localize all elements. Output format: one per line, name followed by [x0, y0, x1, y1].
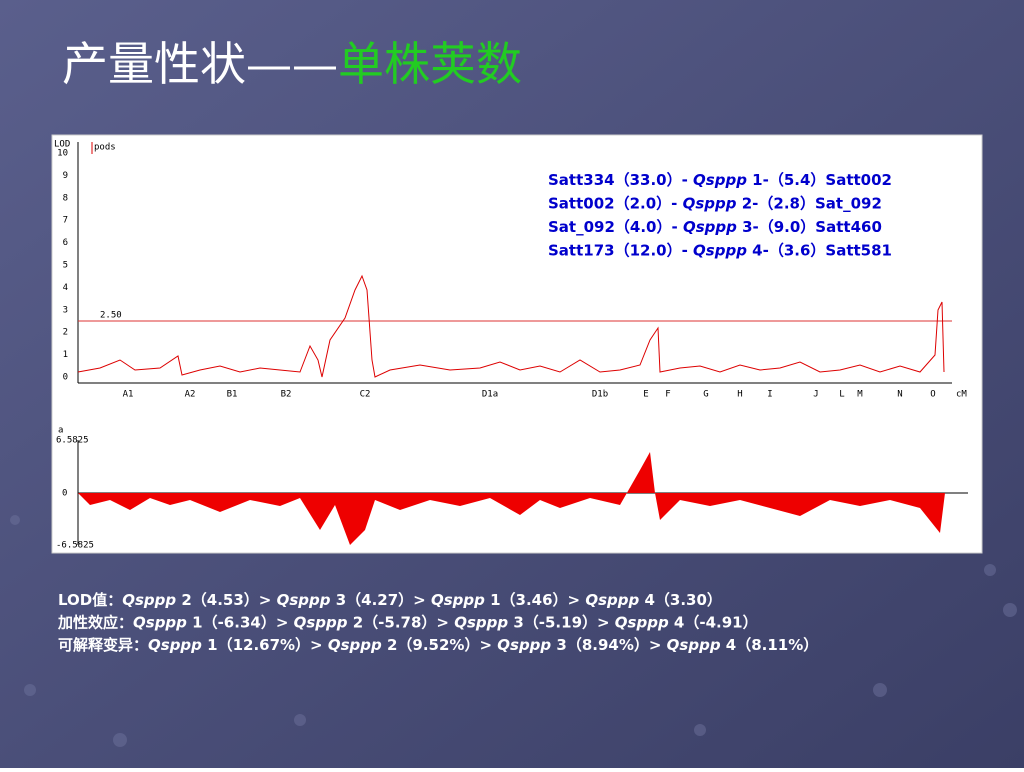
summary-line-part: Qsppp — [328, 636, 382, 654]
effect-tick-label: 0 — [62, 489, 67, 499]
threshold-label: 2.50 — [100, 311, 122, 321]
chromosome-label: B1 — [227, 390, 238, 400]
lod-tick-label: 7 — [63, 216, 68, 226]
chromosome-label: I — [767, 390, 772, 400]
chromosome-label: C2 — [360, 390, 371, 400]
annotation: Satt173（12.0）- Qsppp 4-（3.6）Satt581 — [548, 241, 892, 259]
summary-line-part: Qsppp — [454, 613, 508, 631]
summary-line-part: 可解释变异： — [58, 636, 148, 654]
effect-tick-label: -6.5825 — [56, 541, 94, 551]
effect-label: a — [58, 426, 63, 436]
figure — [51, 134, 983, 554]
summary-line-part: Qsppp — [615, 613, 669, 631]
summary-line-part: Qsppp — [133, 613, 187, 631]
summary-line-part: 2（4.53）> — [176, 591, 276, 609]
annotation-part: Satt002（2.0）- — [548, 194, 683, 212]
lod-label: LOD — [54, 140, 70, 150]
title-highlight: 单株荚数 — [338, 37, 522, 91]
annotation-part: 4-（3.6）Satt581 — [747, 241, 892, 259]
summary-line-part: 3（8.94%）> — [551, 636, 667, 654]
lod-curve — [77, 274, 945, 378]
summary-line: 可解释变异：Qsppp 1（12.67%）> Qsppp 2（9.52%）> Q… — [58, 636, 818, 654]
chromosome-label: O — [930, 390, 935, 400]
annotation-part: Qsppp — [693, 171, 747, 189]
lod-tick-label: 4 — [63, 283, 68, 293]
summary-line-part: Qsppp — [667, 636, 721, 654]
summary-line-part: Qsppp — [122, 591, 176, 609]
chromosome-label: E — [643, 390, 648, 400]
chromosome-label: H — [737, 390, 742, 400]
chromosome-label: A2 — [185, 390, 196, 400]
summary-line-part: 4（8.11%） — [721, 636, 819, 654]
lod-tick-label: 9 — [63, 171, 68, 181]
summary-line-part: 1（3.46）> — [485, 591, 585, 609]
annotation-part: 3-（9.0）Satt460 — [737, 218, 882, 236]
dots — [10, 515, 1017, 747]
annotation-part: 2-（2.8）Sat_092 — [737, 194, 882, 212]
lod-tick-label: 6 — [63, 238, 68, 248]
chromosome-label: A1 — [123, 390, 134, 400]
annotation-part: Qsppp — [683, 194, 737, 212]
chromosome-label: F — [665, 390, 670, 400]
chromosome-label: M — [857, 390, 863, 400]
summary-line-part: 4（3.30） — [639, 591, 722, 609]
slide-title: 产量性状——单株荚数 — [62, 37, 522, 91]
chromosome-label: N — [897, 390, 902, 400]
summary-line-part: Qsppp — [294, 613, 348, 631]
summary-line: LOD值：Qsppp 2（4.53）> Qsppp 3（4.27）> Qsppp… — [58, 591, 722, 609]
lod-tick-label: 0 — [63, 373, 68, 383]
lod-tick-label: 1 — [63, 350, 68, 360]
annotation-part: Satt334（33.0）- — [548, 171, 693, 189]
chromosome-label: G — [703, 390, 708, 400]
summary-line-part: 1（-6.34）> — [187, 613, 294, 631]
annotation: Satt334（33.0）- Qsppp 1-（5.4）Satt002 — [548, 171, 892, 189]
summary-line-part: 3（-5.19）> — [508, 613, 615, 631]
annotation-part: Sat_092（4.0）- — [548, 218, 683, 236]
annotation: Sat_092（4.0）- Qsppp 3-（9.0）Satt460 — [548, 218, 882, 236]
title-main: 产量性状—— — [62, 37, 338, 91]
summary-line-part: Qsppp — [148, 636, 202, 654]
summary-line-part: 4（-4.91） — [669, 613, 758, 631]
lod-tick-label: 2 — [63, 328, 68, 338]
lod-tick-label: 10 — [57, 149, 68, 159]
annotation-part: Qsppp — [683, 218, 737, 236]
chromosome-label: B2 — [281, 390, 292, 400]
annotation-part: Satt173（12.0）- — [548, 241, 693, 259]
lod-tick-label: 3 — [63, 305, 68, 315]
annotation-part: 1-（5.4）Satt002 — [747, 171, 892, 189]
chromosome-label: L — [839, 390, 844, 400]
summary-line-part: 2（9.52%）> — [382, 636, 498, 654]
unit-label: cM — [956, 390, 967, 400]
summary-line-part: 2（-5.78）> — [348, 613, 455, 631]
chromosome-label: D1b — [592, 390, 608, 400]
summary-line-part: Qsppp — [431, 591, 485, 609]
annotation-part: Qsppp — [693, 241, 747, 259]
summary-line: 加性效应：Qsppp 1（-6.34）> Qsppp 2（-5.78）> Qsp… — [57, 613, 758, 631]
chromosome-label: J — [813, 390, 818, 400]
effect-area — [78, 452, 945, 545]
annotation: Satt002（2.0）- Qsppp 2-（2.8）Sat_092 — [548, 194, 882, 212]
summary-line-part: LOD值： — [58, 591, 122, 609]
legend-label: pods — [94, 143, 116, 153]
summary-line-part: Qsppp — [277, 591, 331, 609]
chromosome-label: D1a — [482, 390, 498, 400]
summary-line-part: 1（12.67%）> — [202, 636, 328, 654]
effect-tick-label: 6.5825 — [56, 436, 89, 446]
summary-line-part: 加性效应： — [57, 613, 133, 631]
summary-line-part: 3（4.27）> — [331, 591, 431, 609]
lod-tick-label: 5 — [63, 261, 68, 271]
summary-line-part: Qsppp — [585, 591, 639, 609]
lod-tick-label: 8 — [63, 193, 68, 203]
summary-line-part: Qsppp — [497, 636, 551, 654]
